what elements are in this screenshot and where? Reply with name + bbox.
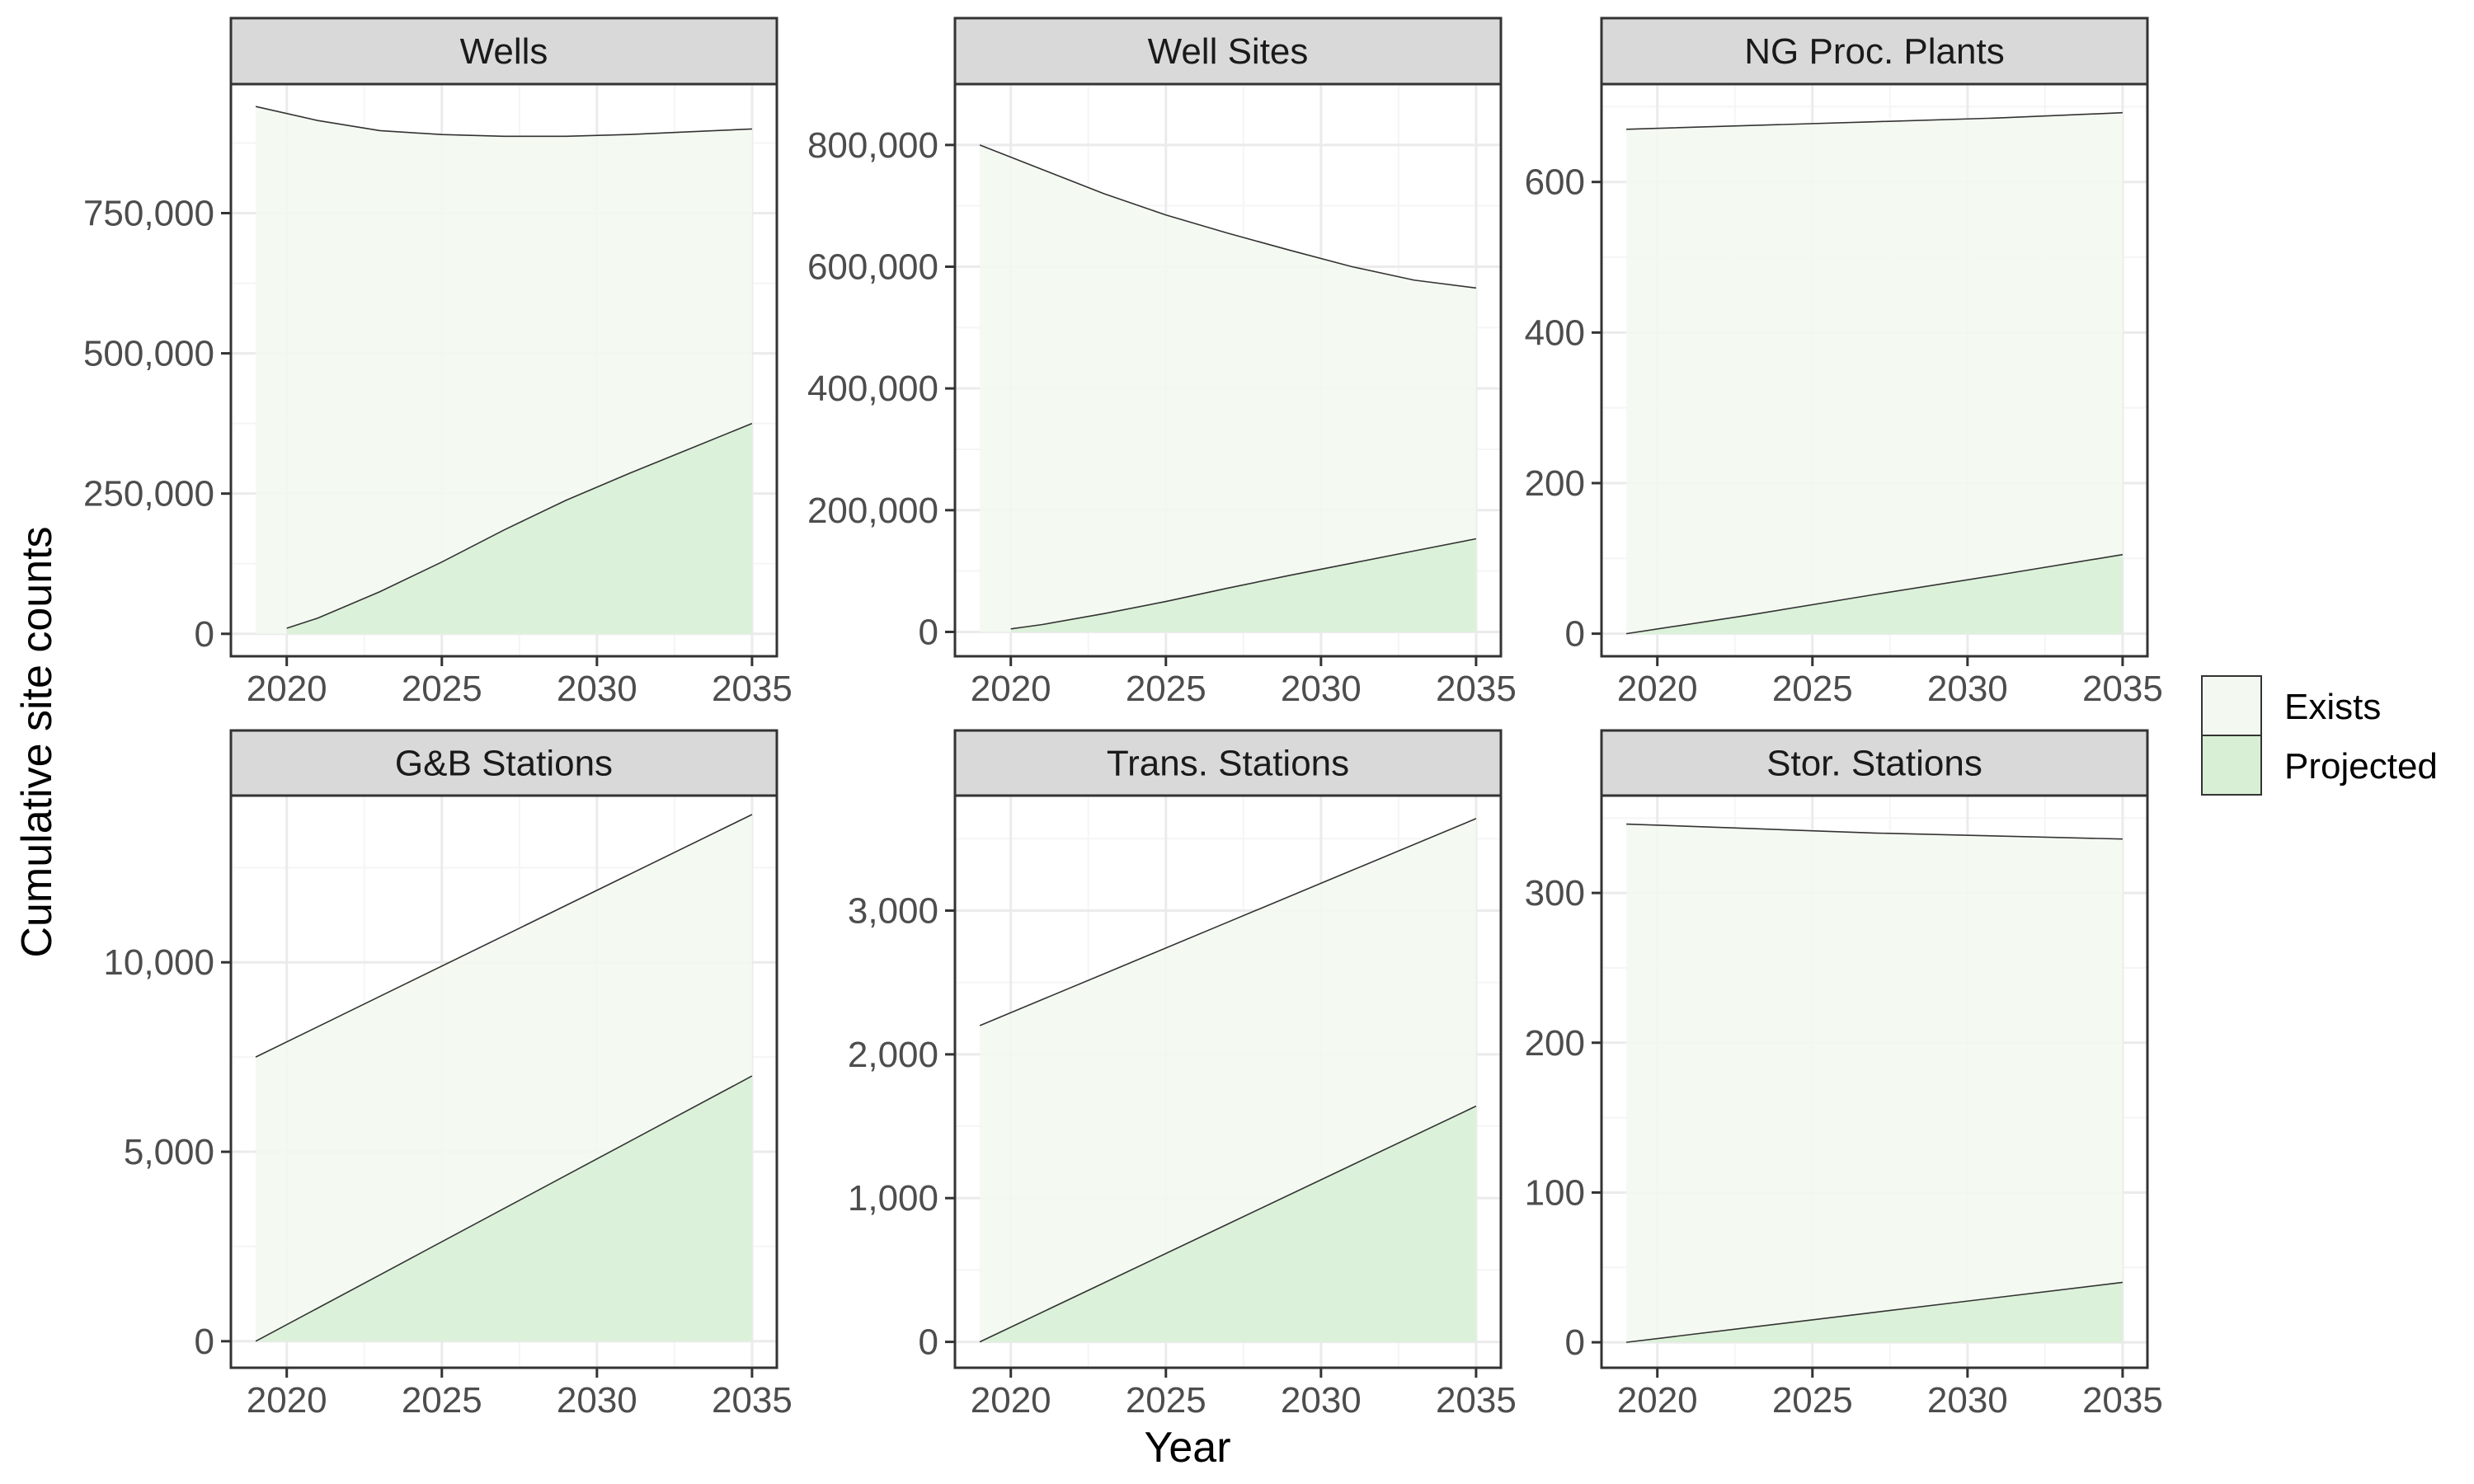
- facet-strip: [1600, 16, 2149, 86]
- facet-title-g-b-stations: G&B Stations: [395, 744, 613, 784]
- facet-strip: [229, 729, 778, 797]
- legend-swatch-projected: [2201, 735, 2262, 796]
- facet-strip: [953, 16, 1503, 86]
- facet-strip: [953, 729, 1503, 797]
- facet-title-trans-stations: Trans. Stations: [1107, 744, 1349, 784]
- y-tick-label: 1,000: [848, 1178, 938, 1219]
- area-exists-outline: [979, 144, 1477, 289]
- legend-label-exists: Exists: [2284, 687, 2381, 727]
- x-tick-label: 2020: [1617, 1380, 1698, 1421]
- panel-trans-stations: Trans. Stations 2020 2025 2030 2035 0 1,000 2,0…: [848, 729, 1517, 1421]
- area-exists-outline: [979, 818, 1477, 1026]
- x-tick-label: 2030: [1281, 669, 1362, 709]
- area-projected-outline: [1625, 1281, 2124, 1343]
- y-tick-label: 300: [1525, 873, 1585, 913]
- y-tick-label: 0: [919, 612, 938, 652]
- y-tick-label: 3,000: [848, 890, 938, 931]
- y-tick-label: 400: [1525, 312, 1585, 353]
- x-tick-label: 2025: [402, 1380, 482, 1421]
- x-tick-label: 2030: [557, 1380, 637, 1421]
- y-tick-label: 0: [919, 1322, 938, 1363]
- legend-label-projected: Projected: [2284, 746, 2438, 787]
- y-tick-label: 600: [1525, 162, 1585, 203]
- y-axis-title: Cumulative site counts: [13, 526, 61, 957]
- facet-panels: Wells 2020 2025 2030 2035 0 250,000 500,000 750,…: [83, 16, 2163, 1421]
- x-tick-label: 2025: [1126, 1380, 1206, 1421]
- x-tick-label: 2025: [1772, 669, 1853, 709]
- y-tick-label: 100: [1525, 1172, 1585, 1213]
- area-exists: [1626, 824, 2123, 1343]
- y-tick-label: 800,000: [807, 125, 938, 166]
- x-tick-label: 2030: [1281, 1380, 1362, 1421]
- panel-ng-proc-plants: NG Proc. Plants 2020 2025 2030 2035 0 200 400 60…: [1525, 16, 2163, 709]
- x-tick-label: 2025: [1772, 1380, 1853, 1421]
- area-exists-outline: [1626, 823, 2123, 840]
- area-exists-outline: [255, 814, 753, 1058]
- y-tick-label: 0: [1565, 1322, 1585, 1363]
- y-tick-label: 200: [1525, 463, 1585, 504]
- area-projected-outline: [1010, 538, 1477, 630]
- y-tick-label: 400,000: [807, 369, 938, 409]
- y-tick-label: 10,000: [103, 942, 214, 983]
- panel-stor-stations: Stor. Stations 2020 2025 2030 2035 0 100 200 300: [1525, 729, 2163, 1421]
- x-axis-title: Year: [1144, 1424, 1230, 1472]
- y-tick-label: 0: [195, 614, 214, 655]
- y-tick-label: 500,000: [83, 334, 214, 374]
- area-projected-outline: [286, 422, 753, 629]
- y-tick-label: 600,000: [807, 247, 938, 287]
- x-tick-label: 2020: [247, 1380, 327, 1421]
- x-tick-label: 2035: [1436, 1380, 1517, 1421]
- x-tick-label: 2035: [2082, 669, 2163, 709]
- panel-wells: Wells 2020 2025 2030 2035 0 250,000 500,000 750,…: [83, 16, 793, 709]
- facet-strip: [1600, 729, 2149, 797]
- x-tick-label: 2025: [1126, 669, 1206, 709]
- x-tick-label: 2030: [557, 669, 637, 709]
- y-tick-label: 0: [195, 1322, 214, 1362]
- y-tick-label: 750,000: [83, 193, 214, 233]
- y-tick-label: 5,000: [124, 1132, 214, 1172]
- legend: Exists Projected: [2201, 675, 2438, 796]
- x-tick-label: 2020: [971, 1380, 1051, 1421]
- area-projected-outline: [255, 1075, 753, 1342]
- panel-g-b-stations: G&B Stations 2020 2025 2030 2035 0 5,000 10,000: [103, 729, 793, 1421]
- x-tick-label: 2035: [712, 1380, 793, 1421]
- x-tick-label: 2020: [247, 669, 327, 709]
- x-tick-label: 2020: [971, 669, 1051, 709]
- facet-title-ng-proc-plants: NG Proc. Plants: [1744, 31, 2004, 72]
- area-exists-outline: [255, 106, 752, 138]
- panel-well-sites: Well Sites 2020 2025 2030 2035 0 200,000 400,00…: [807, 16, 1517, 709]
- legend-swatch-exists: [2201, 675, 2262, 736]
- x-tick-label: 2035: [2082, 1380, 2163, 1421]
- y-tick-label: 2,000: [848, 1035, 938, 1075]
- area-exists: [1626, 112, 2123, 634]
- facet-title-wells: Wells: [460, 31, 548, 72]
- x-tick-label: 2030: [1927, 669, 2008, 709]
- x-tick-label: 2025: [402, 669, 482, 709]
- facet-strip: [229, 16, 778, 86]
- x-tick-label: 2035: [712, 669, 793, 709]
- y-tick-label: 200,000: [807, 491, 938, 531]
- x-tick-label: 2035: [1436, 669, 1517, 709]
- area-projected: [1626, 554, 2123, 634]
- x-tick-label: 2030: [1927, 1380, 2008, 1421]
- y-tick-label: 250,000: [83, 474, 214, 514]
- facet-title-well-sites: Well Sites: [1148, 31, 1309, 72]
- x-tick-label: 2020: [1617, 669, 1698, 709]
- facet-title-stor-stations: Stor. Stations: [1766, 744, 1982, 784]
- y-tick-label: 0: [1565, 614, 1585, 655]
- area-exists-outline: [1626, 111, 2123, 130]
- area-projected-outline: [979, 1105, 1477, 1343]
- y-tick-label: 200: [1525, 1023, 1585, 1064]
- area-projected-outline: [1625, 553, 2124, 635]
